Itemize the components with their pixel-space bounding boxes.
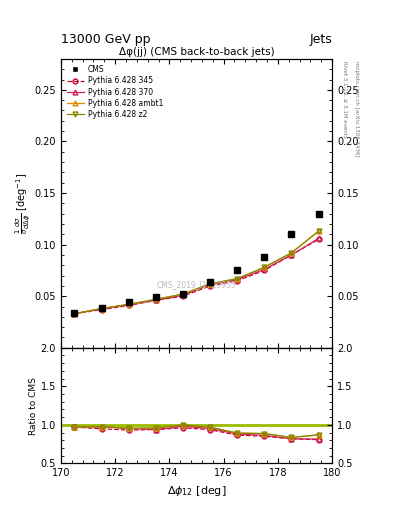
Legend: CMS, Pythia 6.428 345, Pythia 6.428 370, Pythia 6.428 ambt1, Pythia 6.428 z2: CMS, Pythia 6.428 345, Pythia 6.428 370,… <box>65 62 165 121</box>
Y-axis label: Ratio to CMS: Ratio to CMS <box>29 377 38 435</box>
Text: Jets: Jets <box>309 33 332 46</box>
Y-axis label: $\frac{1}{\sigma}\frac{d\sigma}{d\Delta\phi}$ [deg$^{-1}$]: $\frac{1}{\sigma}\frac{d\sigma}{d\Delta\… <box>13 173 32 234</box>
X-axis label: $\Delta\phi_{12}$ [deg]: $\Delta\phi_{12}$ [deg] <box>167 484 226 498</box>
Text: mcplots.cern.ch [arXiv:1306.3436]: mcplots.cern.ch [arXiv:1306.3436] <box>354 61 359 157</box>
Title: Δφ(jj) (CMS back-to-back jets): Δφ(jj) (CMS back-to-back jets) <box>119 47 274 57</box>
Text: 13000 GeV pp: 13000 GeV pp <box>61 33 151 46</box>
Text: Rivet 3.1.10, ≥ 3.1M events: Rivet 3.1.10, ≥ 3.1M events <box>342 61 347 138</box>
Text: CMS_2019_I1719955: CMS_2019_I1719955 <box>157 280 236 289</box>
